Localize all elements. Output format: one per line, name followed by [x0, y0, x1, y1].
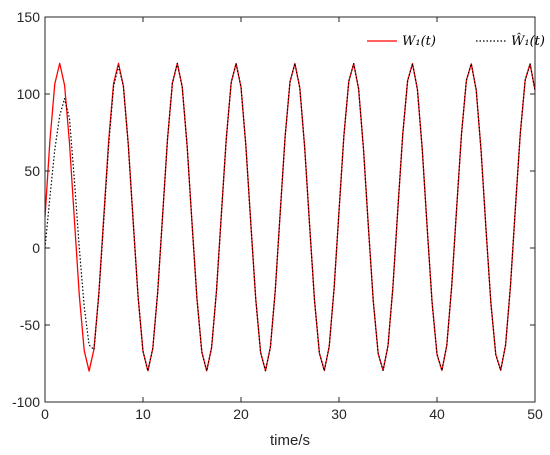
y-tick-label: 0 [32, 240, 40, 256]
plot-area-background [45, 17, 535, 402]
x-tick-label: 30 [331, 406, 347, 422]
y-tick-label: -100 [12, 394, 40, 410]
x-tick-label: 0 [41, 406, 49, 422]
series-line-2 [45, 62, 535, 372]
plot-frame [44, 16, 536, 403]
y-tick-label: 50 [24, 163, 40, 179]
y-tick-label: 150 [17, 9, 41, 25]
x-axis-label: time/s [270, 432, 310, 449]
x-tick-label: 20 [233, 406, 249, 422]
x-tick-label: 40 [429, 406, 445, 422]
legend: W₁(t) Ŵ₁(t) [367, 33, 545, 49]
legend-label-2: Ŵ₁(t) [511, 33, 545, 49]
x-tick-label: 50 [527, 406, 543, 422]
series-layer [45, 62, 535, 372]
y-tick-label: -50 [20, 317, 40, 333]
y-tick-label: 100 [17, 86, 41, 102]
legend-label-1: W₁(t) [402, 34, 436, 49]
x-tick-label: 10 [135, 406, 151, 422]
